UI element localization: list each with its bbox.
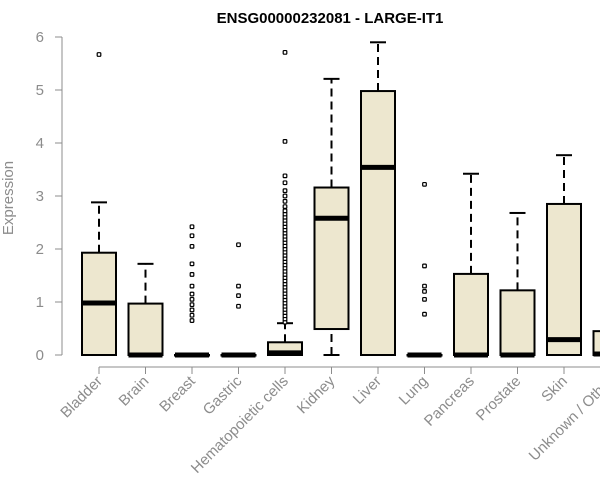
box-rect <box>546 202 582 356</box>
outlier-point <box>189 261 195 267</box>
outlier-point <box>282 208 288 214</box>
box-rect <box>313 186 350 331</box>
outlier-point <box>236 283 241 289</box>
outlier-point <box>282 198 288 204</box>
outlier-point <box>189 307 195 313</box>
box-pancreas <box>453 172 489 358</box>
outlier-point <box>189 296 195 302</box>
y-tick-label: 1 <box>36 294 44 311</box>
y-tick-label: 6 <box>36 29 44 46</box>
outlier-point <box>189 312 195 318</box>
box-brain <box>127 262 164 358</box>
outlier-point <box>189 302 195 308</box>
box-bladder <box>81 52 117 357</box>
x-tick-label: Liver <box>350 373 385 408</box>
outlier-point <box>189 318 195 323</box>
box-unknown-other <box>592 330 600 357</box>
y-axis: 0 1 2 3 4 5 6 <box>36 29 63 364</box>
x-tick-label: Kidney <box>294 372 339 417</box>
outlier-point <box>282 204 288 210</box>
x-tick-label: Breast <box>156 372 199 415</box>
x-tick-label: Gastric <box>200 372 246 418</box>
box-plots <box>81 41 600 358</box>
outlier-point <box>422 296 427 302</box>
x-tick-label: Skin <box>538 373 571 406</box>
box-breast <box>174 224 210 358</box>
box-gastric <box>220 242 257 358</box>
outlier-point <box>282 173 288 179</box>
outlier-point <box>422 311 427 317</box>
box-rect <box>499 289 536 356</box>
x-tick-label: Brain <box>116 373 153 410</box>
outlier-point <box>236 303 241 309</box>
outlier-point <box>422 181 427 187</box>
outlier-point <box>282 180 288 186</box>
x-tick-label: Bladder <box>57 373 106 422</box>
outlier-point <box>96 52 102 57</box>
box-skin <box>546 154 582 356</box>
y-tick-label: 2 <box>36 241 44 258</box>
box-rect <box>453 272 489 356</box>
box-liver <box>360 41 396 356</box>
box-rect <box>360 90 396 356</box>
box-rect <box>127 302 164 356</box>
y-tick-label: 5 <box>36 82 44 99</box>
box-kidney <box>313 77 350 356</box>
box-rect <box>592 330 600 356</box>
outlier-point <box>236 242 241 248</box>
chart-title: ENSG00000232081 - LARGE-IT1 <box>217 10 444 27</box>
outlier-point <box>422 283 427 289</box>
outlier-point <box>282 193 288 199</box>
outlier-point <box>282 188 288 194</box>
outlier-point <box>189 283 195 289</box>
y-tick-label: 3 <box>36 188 44 205</box>
outlier-point <box>422 289 427 294</box>
outlier-point <box>189 243 195 249</box>
x-tick-label: Pancreas <box>421 373 478 430</box>
outlier-point <box>422 263 427 269</box>
outlier-point <box>189 224 195 230</box>
x-tick-label: Prostate <box>473 373 525 425</box>
y-tick-label: 0 <box>36 347 44 364</box>
y-axis-label: Expression <box>0 161 17 235</box>
outlier-point <box>189 233 195 239</box>
outlier-point <box>282 139 288 144</box>
outlier-point <box>282 49 288 55</box>
box-prostate <box>499 211 536 358</box>
outlier-point <box>189 272 195 277</box>
outlier-point <box>236 293 241 299</box>
outlier-point <box>189 291 195 297</box>
x-tick-label: Lung <box>396 373 432 409</box>
box-hematopoietic-cells <box>267 49 303 356</box>
y-tick-label: 4 <box>36 135 44 152</box>
box-lung <box>406 181 443 358</box>
